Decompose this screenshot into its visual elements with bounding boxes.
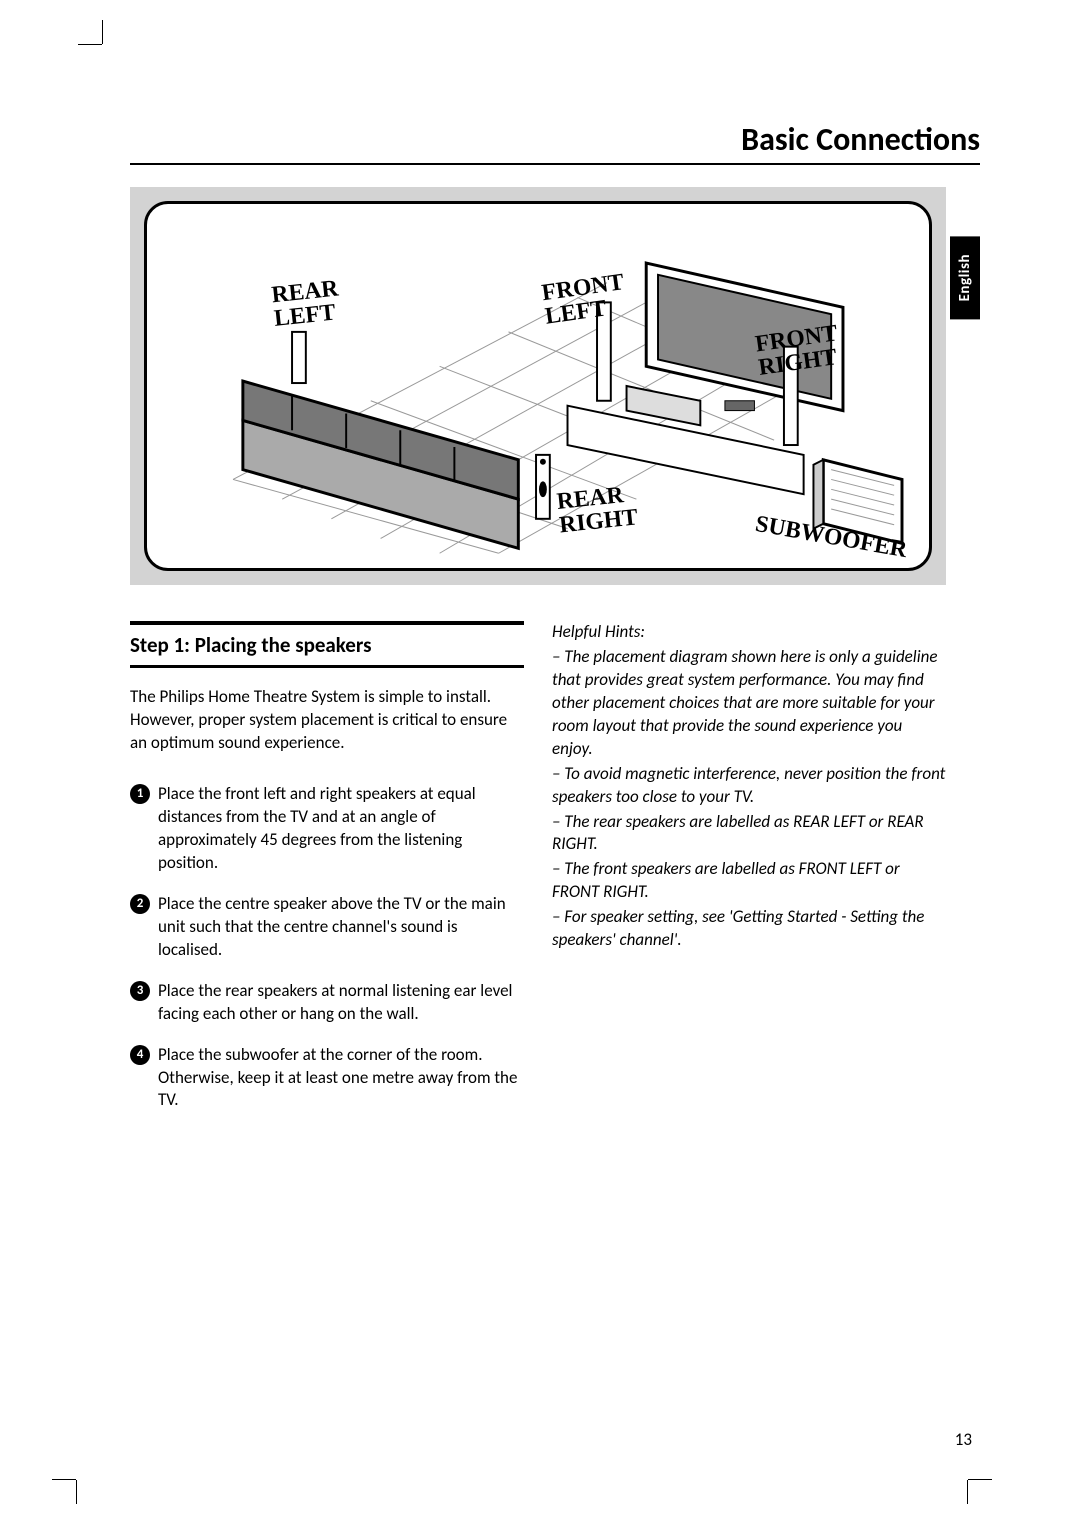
right-column: Helpful Hints: – The placement diagram s… xyxy=(552,621,946,1130)
page-number: 13 xyxy=(955,1429,972,1450)
hint-text: – For speaker setting, see 'Getting Star… xyxy=(552,906,946,952)
hint-text: – To avoid magnetic interference, never … xyxy=(552,763,946,809)
crop-mark xyxy=(78,44,102,45)
step-badge: 2 xyxy=(130,894,150,914)
crop-mark xyxy=(52,1479,76,1480)
step-badge: 1 xyxy=(130,784,150,804)
step-text: Place the subwoofer at the corner of the… xyxy=(158,1044,524,1113)
diagram-illustration: REARLEFT FRONTLEFT FRONTRIGHT REARRIGHT … xyxy=(147,204,929,568)
crop-mark xyxy=(967,1480,968,1504)
hint-text: – The rear speakers are labelled as REAR… xyxy=(552,811,946,857)
diagram-frame: REARLEFT FRONTLEFT FRONTRIGHT REARRIGHT … xyxy=(144,201,932,571)
crop-mark xyxy=(102,20,103,44)
step-item: 1 Place the front left and right speakers… xyxy=(130,783,524,875)
label-front-left: FRONTLEFT xyxy=(540,269,629,330)
rear-right-speaker-icon xyxy=(536,455,550,519)
step-text: Place the front left and right speakers … xyxy=(158,783,524,875)
step-badge: 4 xyxy=(130,1045,150,1065)
step-item: 2 Place the centre speaker above the TV o… xyxy=(130,893,524,962)
language-tab: English xyxy=(950,236,980,319)
hints-title: Helpful Hints: xyxy=(552,621,946,644)
step-badge: 3 xyxy=(130,981,150,1001)
couch-icon xyxy=(243,381,518,548)
step-text: Place the rear speakers at normal listen… xyxy=(158,980,524,1026)
speaker-placement-diagram: REARLEFT FRONTLEFT FRONTRIGHT REARRIGHT … xyxy=(130,187,946,585)
label-rear-right: REARRIGHT xyxy=(556,481,640,539)
crop-mark xyxy=(76,1480,77,1504)
crop-mark xyxy=(968,1479,992,1480)
hint-text: – The placement diagram shown here is on… xyxy=(552,646,946,761)
left-column: Step 1: Placing the speakers The Philips… xyxy=(130,621,524,1130)
label-rear-left: REARLEFT xyxy=(270,275,343,331)
step-item: 3 Place the rear speakers at normal liste… xyxy=(130,980,524,1026)
step-list: 1 Place the front left and right speakers… xyxy=(130,783,524,1112)
section-heading: Step 1: Placing the speakers xyxy=(130,621,524,668)
rear-left-speaker-icon xyxy=(292,332,306,383)
intro-text: The Philips Home Theatre System is simpl… xyxy=(130,686,524,755)
step-item: 4 Place the subwoofer at the corner of th… xyxy=(130,1044,524,1113)
media-cabinet-icon xyxy=(568,386,804,494)
step-text: Place the centre speaker above the TV or… xyxy=(158,893,524,962)
hint-text: – The front speakers are labelled as FRO… xyxy=(552,858,946,904)
content-columns: Step 1: Placing the speakers The Philips… xyxy=(130,621,946,1130)
page-title: Basic Connections xyxy=(130,120,980,165)
